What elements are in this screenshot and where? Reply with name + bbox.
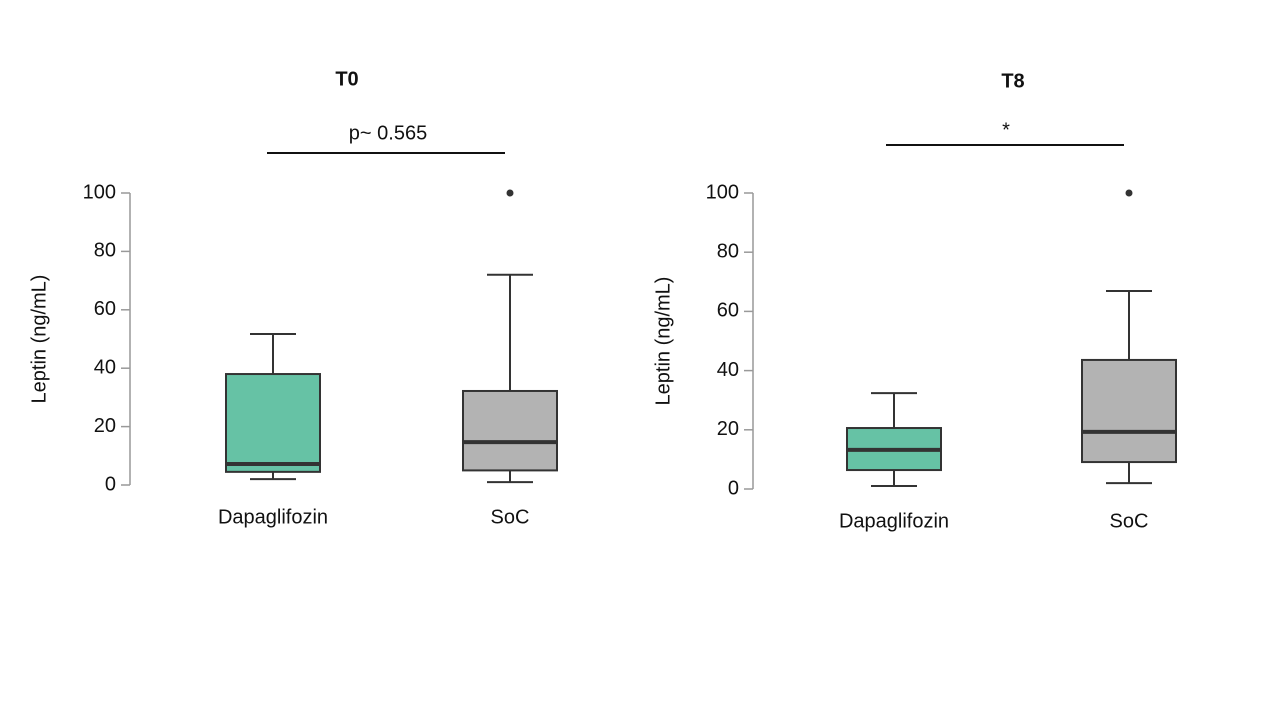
y-tick-label: 80	[717, 240, 739, 262]
box	[462, 389, 558, 472]
y-tick-label: 100	[706, 181, 739, 203]
y-tick-label: 20	[94, 415, 116, 437]
y-axis-label: Leptin (ng/mL)	[28, 275, 50, 404]
y-tick-label: 100	[83, 181, 116, 203]
annotation: *	[1002, 119, 1010, 141]
y-tick-label: 40	[717, 359, 739, 381]
x-tick-label: SoC	[491, 506, 530, 528]
box	[1081, 358, 1177, 464]
y-axis-label: Leptin (ng/mL)	[652, 277, 674, 406]
chart-title: T0	[335, 68, 358, 90]
box	[225, 373, 321, 473]
chart-title: T8	[1001, 70, 1024, 92]
outlier	[506, 189, 514, 197]
annotation: p~ 0.565	[349, 122, 427, 144]
x-tick-label: SoC	[1110, 510, 1149, 532]
y-tick-label: 60	[94, 298, 116, 320]
y-tick-label: 20	[717, 418, 739, 440]
y-tick-label: 80	[94, 240, 116, 262]
y-tick-label: 60	[717, 300, 739, 322]
y-tick-label: 0	[105, 473, 116, 495]
y-tick-label: 40	[94, 356, 116, 378]
x-tick-label: Dapaglifozin	[839, 510, 949, 532]
outlier	[1125, 189, 1133, 197]
x-tick-label: Dapaglifozin	[218, 506, 328, 528]
y-tick-label: 0	[728, 477, 739, 499]
